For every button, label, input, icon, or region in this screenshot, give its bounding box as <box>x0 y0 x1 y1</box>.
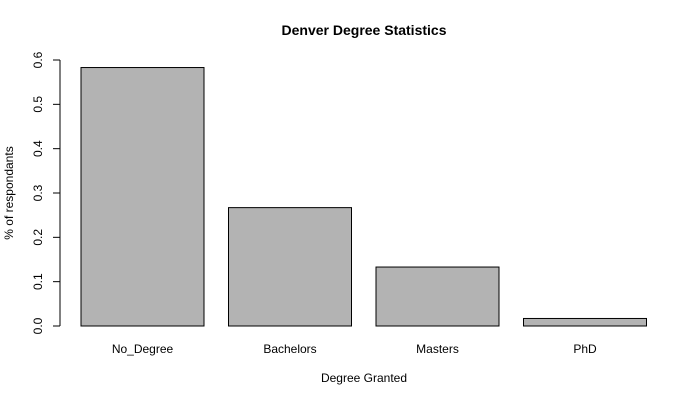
bar-masters <box>375 266 500 327</box>
bar-no-degree <box>80 67 205 327</box>
bar-bachelors <box>228 207 352 327</box>
y-axis-label: % of respondants <box>2 146 16 239</box>
y-tick-label: 0.6 <box>31 51 45 68</box>
x-category-label: No_Degree <box>112 342 174 356</box>
y-tick-label: 0.4 <box>31 140 45 157</box>
y-tick-label: 0.3 <box>31 184 45 201</box>
chart-title: Denver Degree Statistics <box>282 22 447 38</box>
y-axis: 0.0 0.1 0.2 0.3 0.4 0.5 0.6 <box>31 51 61 334</box>
x-category-label: PhD <box>573 342 597 356</box>
x-axis-label: Degree Granted <box>321 371 407 385</box>
y-tick-label: 0.2 <box>31 229 45 246</box>
y-tick-label: 0.5 <box>31 96 45 113</box>
y-tick-label: 0.1 <box>31 273 45 290</box>
x-axis-category-labels: No_Degree Bachelors Masters PhD <box>112 342 597 356</box>
x-category-label: Bachelors <box>263 342 316 356</box>
bar-phd <box>523 317 647 327</box>
x-category-label: Masters <box>416 342 459 356</box>
bars <box>80 67 647 327</box>
y-tick-label: 0.0 <box>31 317 45 334</box>
